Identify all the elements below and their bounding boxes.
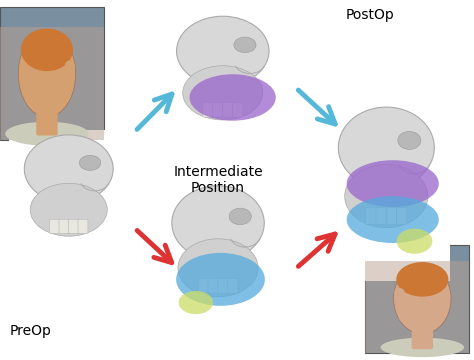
Ellipse shape: [396, 262, 448, 297]
Ellipse shape: [182, 66, 263, 120]
Ellipse shape: [398, 305, 421, 325]
Ellipse shape: [172, 186, 264, 260]
FancyBboxPatch shape: [203, 103, 213, 117]
Ellipse shape: [338, 107, 434, 188]
FancyBboxPatch shape: [322, 101, 450, 281]
Text: PostOp: PostOp: [346, 8, 395, 22]
Ellipse shape: [381, 338, 464, 357]
FancyBboxPatch shape: [68, 219, 78, 234]
Ellipse shape: [64, 60, 75, 71]
Ellipse shape: [398, 131, 421, 149]
FancyBboxPatch shape: [218, 278, 228, 294]
FancyBboxPatch shape: [0, 27, 104, 140]
Ellipse shape: [234, 37, 256, 53]
FancyBboxPatch shape: [198, 278, 209, 294]
Ellipse shape: [80, 155, 100, 170]
Ellipse shape: [24, 135, 113, 203]
FancyBboxPatch shape: [232, 103, 243, 117]
FancyBboxPatch shape: [386, 208, 397, 224]
Ellipse shape: [176, 253, 265, 306]
Ellipse shape: [48, 82, 71, 106]
FancyBboxPatch shape: [78, 219, 88, 234]
Ellipse shape: [179, 291, 213, 314]
Ellipse shape: [176, 16, 269, 86]
Ellipse shape: [394, 288, 405, 297]
FancyBboxPatch shape: [9, 130, 128, 281]
Ellipse shape: [393, 264, 451, 334]
FancyBboxPatch shape: [376, 208, 386, 224]
Ellipse shape: [345, 165, 428, 228]
FancyBboxPatch shape: [156, 180, 280, 346]
FancyBboxPatch shape: [213, 103, 223, 117]
Ellipse shape: [346, 196, 439, 243]
FancyBboxPatch shape: [208, 278, 218, 294]
Ellipse shape: [346, 160, 439, 207]
FancyBboxPatch shape: [223, 103, 233, 117]
Ellipse shape: [397, 229, 432, 254]
Text: PreOp: PreOp: [9, 324, 51, 338]
Ellipse shape: [21, 28, 73, 71]
FancyBboxPatch shape: [49, 219, 59, 234]
Ellipse shape: [178, 239, 258, 297]
FancyBboxPatch shape: [365, 261, 469, 353]
FancyBboxPatch shape: [0, 7, 104, 140]
FancyBboxPatch shape: [396, 208, 407, 224]
Text: Intermediate
Position: Intermediate Position: [173, 165, 263, 195]
Ellipse shape: [229, 208, 251, 225]
Ellipse shape: [30, 183, 107, 236]
FancyBboxPatch shape: [161, 11, 284, 166]
FancyBboxPatch shape: [59, 219, 69, 234]
FancyBboxPatch shape: [36, 103, 58, 136]
Ellipse shape: [190, 74, 276, 121]
FancyBboxPatch shape: [228, 278, 238, 294]
FancyBboxPatch shape: [366, 208, 376, 224]
FancyBboxPatch shape: [411, 322, 433, 349]
Ellipse shape: [5, 122, 89, 146]
Ellipse shape: [18, 31, 76, 117]
FancyBboxPatch shape: [365, 245, 469, 353]
